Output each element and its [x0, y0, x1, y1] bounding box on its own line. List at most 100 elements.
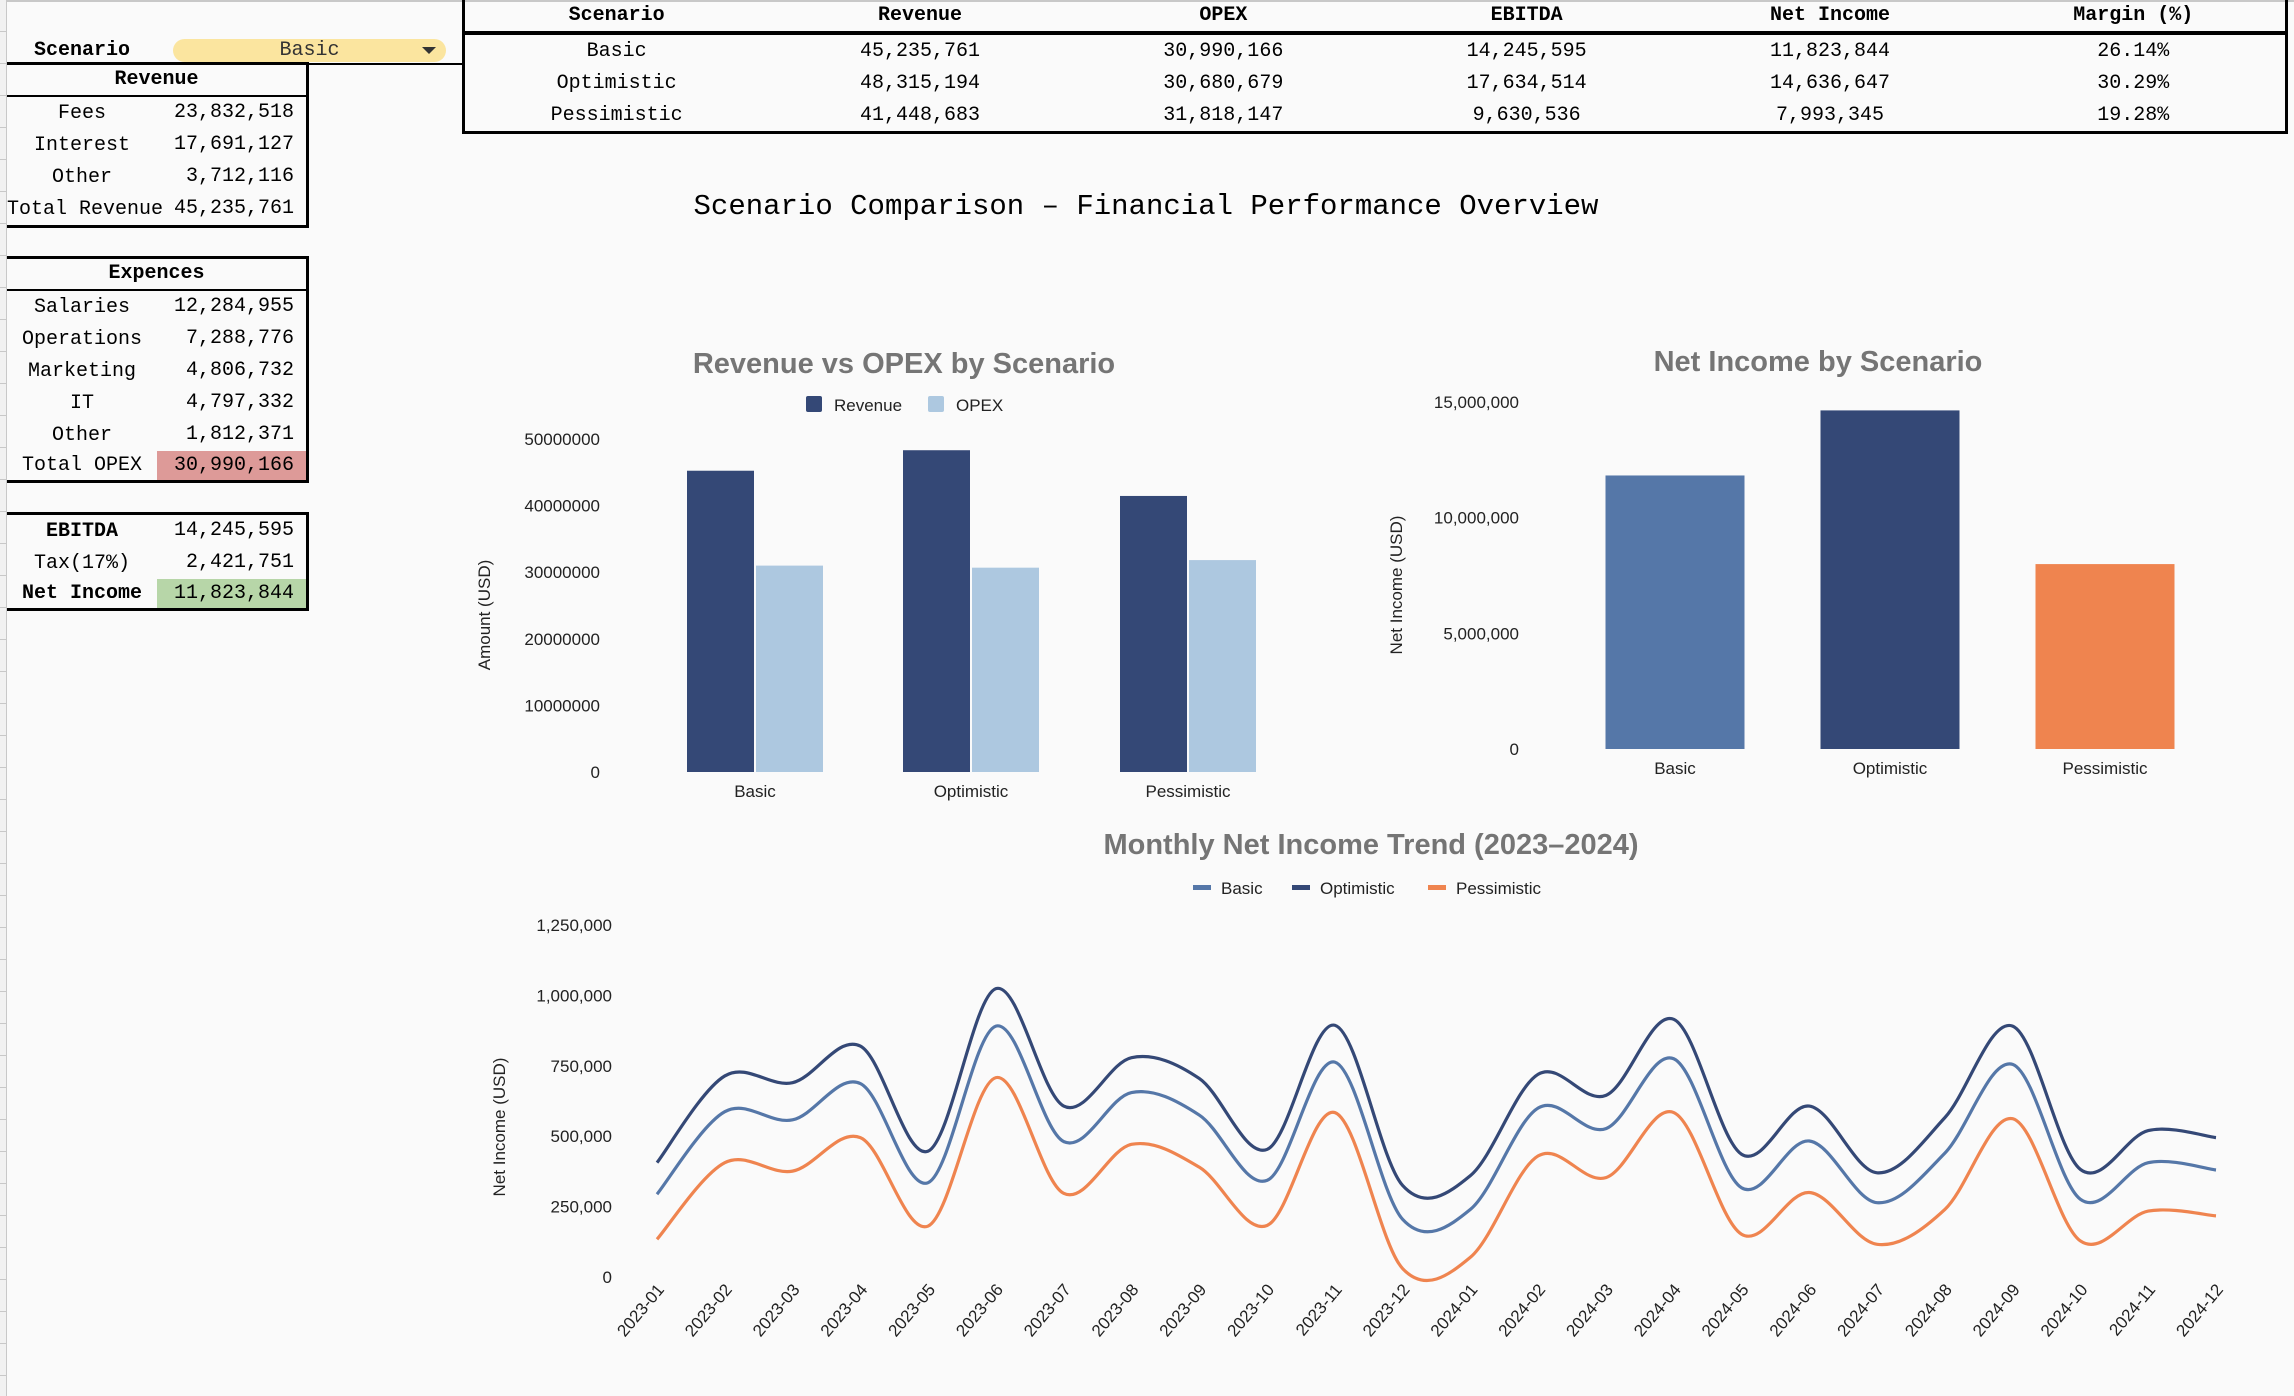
- row-label: Total OPEX: [21, 454, 143, 477]
- x-tick-label: 2023-10: [1223, 1280, 1278, 1340]
- scenario-dropdown[interactable]: Basic: [173, 39, 446, 62]
- table-cell[interactable]: 48,315,194: [859, 71, 980, 95]
- y-tick-label: 15,000,000: [1434, 393, 1519, 412]
- table-row: Optimistic 48,315,194 30,680,679 17,634,514…: [465, 67, 2285, 99]
- table-cell[interactable]: 45,235,761: [859, 39, 980, 63]
- table-row: Pessimistic 41,448,683 31,818,147 9,630,536…: [465, 99, 2285, 131]
- table-cell[interactable]: Pessimistic: [550, 103, 683, 127]
- table-cell[interactable]: 7,993,345: [1775, 103, 1884, 127]
- bar-revenue-basic: [687, 470, 754, 772]
- row-value[interactable]: 1,812,371: [185, 423, 294, 446]
- x-tick-label: 2024-11: [2105, 1280, 2159, 1339]
- table-cell[interactable]: 30,680,679: [1163, 71, 1284, 95]
- total-opex-value[interactable]: 30,990,166: [157, 451, 306, 480]
- row-label: Fees: [57, 101, 106, 125]
- y-tick-label: 250,000: [551, 1198, 612, 1217]
- row-label: IT: [69, 391, 94, 415]
- row-value[interactable]: 45,235,761: [173, 197, 294, 220]
- row-header-strip[interactable]: [0, 0, 7, 1396]
- table-cell[interactable]: 14,245,595: [1466, 39, 1587, 63]
- x-tick-label: 2024-03: [1562, 1280, 1617, 1340]
- chart-title: Net Income by Scenario: [1654, 346, 1983, 378]
- table-cell[interactable]: 11,823,844: [1769, 39, 1890, 63]
- y-axis-title: Net Income (USD): [490, 1058, 509, 1197]
- table-cell[interactable]: 31,818,147: [1163, 103, 1284, 127]
- chart-title: Revenue vs OPEX by Scenario: [693, 348, 1115, 380]
- table-cell[interactable]: 30.29%: [2097, 71, 2170, 95]
- table-cell[interactable]: Basic: [586, 39, 647, 63]
- y-tick-label: 10000000: [524, 696, 600, 715]
- legend-label: OPEX: [956, 396, 1003, 415]
- x-tick-label: Basic: [1654, 759, 1696, 778]
- legend-label: Revenue: [834, 396, 902, 415]
- expense-row: Marketing 4,806,732: [7, 355, 306, 387]
- bar-net-income-basic: [1605, 475, 1745, 749]
- table-cell[interactable]: 14,636,647: [1769, 71, 1890, 95]
- row-value[interactable]: 2,421,751: [185, 551, 294, 574]
- column-header: Margin (%): [2073, 4, 2194, 27]
- x-tick-label: Pessimistic: [1145, 782, 1231, 801]
- row-label: Tax(17%): [33, 551, 130, 575]
- chart-title: Monthly Net Income Trend (2023–2024): [1103, 829, 1638, 861]
- row-label: Salaries: [33, 295, 130, 319]
- column-header: Net Income: [1769, 4, 1890, 27]
- table-row: Basic 45,235,761 30,990,166 14,245,595 11,82…: [465, 35, 2285, 67]
- x-tick-label: 2024-01: [1427, 1280, 1482, 1340]
- x-tick-label: 2024-04: [1630, 1280, 1685, 1340]
- table-cell[interactable]: 9,630,536: [1472, 103, 1581, 127]
- x-tick-label: Optimistic: [1853, 759, 1928, 778]
- result-row: EBITDA 14,245,595: [7, 515, 306, 547]
- row-label: Marketing: [27, 359, 137, 383]
- row-label: Total Revenue: [7, 197, 164, 221]
- revenue-row: Other 3,712,116: [7, 161, 306, 193]
- line-pessimistic: [655, 1076, 2217, 1283]
- column-header: EBITDA: [1490, 4, 1563, 27]
- net-income-value[interactable]: 11,823,844: [157, 579, 306, 608]
- chevron-down-icon[interactable]: [422, 47, 436, 54]
- row-value[interactable]: 23,832,518: [173, 101, 294, 124]
- table-cell[interactable]: 19.28%: [2097, 103, 2170, 127]
- legend-swatch-optimistic: [1292, 885, 1310, 890]
- sheet-top-border: [0, 0, 2294, 2]
- row-label: Interest: [33, 133, 130, 157]
- legend-label: Optimistic: [1320, 879, 1395, 898]
- expense-row: Other 1,812,371: [7, 419, 306, 451]
- table-header-row: Scenario Revenue OPEX EBITDA Net Income …: [465, 0, 2285, 35]
- x-tick-label: Basic: [734, 782, 776, 801]
- expenses-box: Expences Salaries 12,284,955 Operations 7,…: [7, 256, 309, 483]
- x-tick-label: 2023-04: [817, 1280, 872, 1340]
- table-cell[interactable]: 17,634,514: [1466, 71, 1587, 95]
- x-tick-label: 2024-12: [2172, 1280, 2227, 1340]
- x-tick-label: 2023-02: [681, 1280, 736, 1340]
- scenario-label: Scenario: [34, 39, 131, 62]
- row-value[interactable]: 12,284,955: [173, 295, 294, 318]
- result-row: Net Income 11,823,844: [7, 579, 306, 608]
- row-value[interactable]: 4,806,732: [185, 359, 294, 382]
- y-tick-label: 50000000: [524, 430, 600, 449]
- table-cell[interactable]: 26.14%: [2097, 39, 2170, 63]
- table-cell[interactable]: 41,448,683: [859, 103, 980, 127]
- x-tick-label: 2023-12: [1359, 1280, 1414, 1340]
- x-tick-label: 2024-02: [1495, 1280, 1550, 1340]
- row-value[interactable]: 3,712,116: [185, 165, 294, 188]
- legend-swatch-opex: [928, 396, 944, 412]
- x-tick-label: 2024-09: [1969, 1280, 2024, 1340]
- row-value[interactable]: 4,797,332: [185, 391, 294, 414]
- y-tick-label: 750,000: [551, 1057, 612, 1076]
- row-value[interactable]: 14,245,595: [173, 519, 294, 542]
- legend-swatch-revenue: [806, 396, 822, 412]
- y-tick-label: 1,250,000: [536, 916, 612, 935]
- x-tick-label: Pessimistic: [2062, 759, 2148, 778]
- expense-row: IT 4,797,332: [7, 387, 306, 419]
- x-tick-label: 2024-07: [1833, 1280, 1888, 1340]
- row-value[interactable]: 17,691,127: [173, 133, 294, 156]
- result-row: Tax(17%) 2,421,751: [7, 547, 306, 579]
- table-cell[interactable]: 30,990,166: [1163, 39, 1284, 63]
- y-tick-label: 0: [603, 1268, 612, 1287]
- expense-row: Operations 7,288,776: [7, 323, 306, 355]
- row-label: Net Income: [21, 582, 143, 605]
- table-cell[interactable]: Optimistic: [556, 71, 677, 95]
- expense-total-row: Total OPEX 30,990,166: [7, 451, 306, 480]
- row-value[interactable]: 7,288,776: [185, 327, 294, 350]
